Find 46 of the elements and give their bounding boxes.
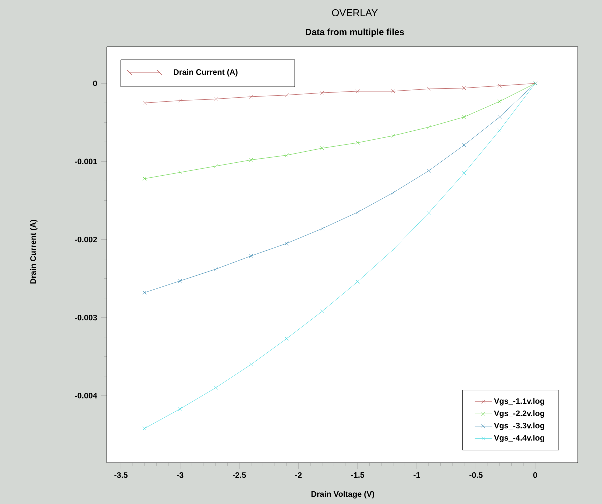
point (426, 211, 431, 216)
chart-title: OVERLAY (332, 9, 378, 17)
point (142, 176, 147, 181)
point (320, 91, 324, 95)
point (214, 97, 218, 102)
point (284, 93, 289, 98)
point (426, 125, 431, 130)
point (214, 267, 218, 272)
point (178, 98, 182, 103)
point (284, 336, 289, 341)
point (391, 190, 396, 195)
point (284, 242, 289, 246)
point (498, 115, 502, 120)
point (426, 169, 431, 174)
point (498, 100, 502, 104)
point (249, 254, 254, 258)
point (320, 146, 324, 150)
point (356, 210, 360, 214)
chart-subtitle: Data from multiple files (306, 28, 404, 38)
point (249, 362, 254, 367)
point (214, 386, 218, 390)
point (462, 115, 466, 120)
point (142, 426, 147, 431)
point (391, 90, 396, 94)
point (391, 134, 396, 138)
point (320, 310, 324, 314)
point (284, 154, 289, 158)
point (391, 248, 396, 252)
point (462, 143, 466, 148)
point (249, 158, 254, 162)
point (178, 279, 182, 284)
point (142, 101, 147, 106)
point (356, 90, 360, 94)
point (178, 407, 182, 412)
point (142, 290, 147, 295)
point (498, 84, 502, 88)
point (462, 171, 466, 176)
point (462, 86, 466, 90)
point (214, 164, 218, 168)
point (320, 226, 324, 231)
point (426, 87, 431, 92)
point (356, 141, 360, 145)
point (356, 280, 360, 284)
point (249, 94, 254, 99)
point (178, 170, 182, 175)
point (498, 128, 502, 132)
